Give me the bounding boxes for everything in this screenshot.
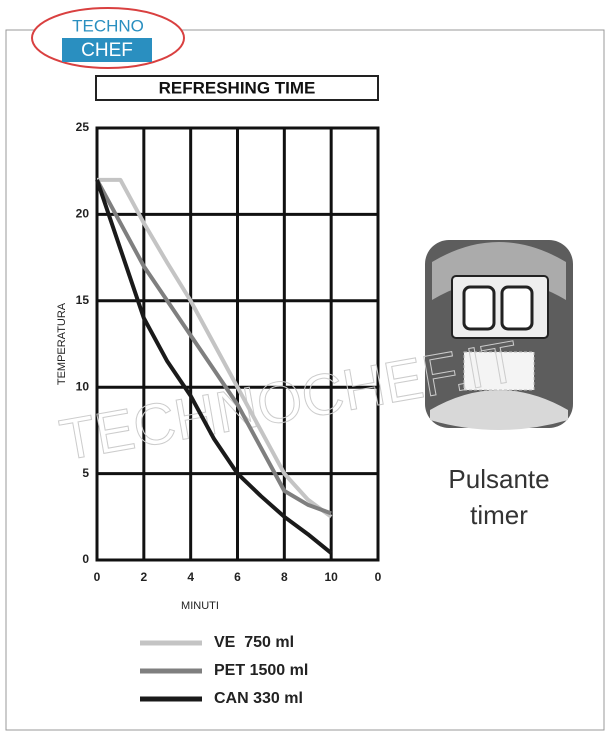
digit <box>502 287 532 329</box>
chart: TECHNO CHEF REFRESHING TIME MINUTI TEMPE… <box>0 0 609 735</box>
y-tick-label: 20 <box>76 207 90 221</box>
caption-line: Pulsante <box>448 464 549 494</box>
caption-line: timer <box>470 500 528 530</box>
legend-label: VE 750 ml <box>214 634 294 651</box>
x-tick-label: 2 <box>140 570 147 584</box>
y-tick-label: 25 <box>76 120 90 134</box>
y-tick-label: 15 <box>76 293 90 307</box>
logo-top: TECHNO <box>72 16 144 35</box>
x-tick-label: 0 <box>94 570 101 584</box>
x-tick-label: 4 <box>187 570 194 584</box>
y-tick-label: 10 <box>76 379 90 393</box>
y-axis-label: TEMPERATURA <box>56 302 68 385</box>
chart-title: REFRESHING TIME <box>159 78 316 97</box>
legend-label: CAN 330 ml <box>214 690 303 707</box>
x-axis-label: MINUTI <box>181 600 219 612</box>
y-tick-label: 5 <box>82 466 89 480</box>
x-tick-label: 0 <box>375 570 382 584</box>
digit <box>464 287 494 329</box>
x-tick-label: 6 <box>234 570 241 584</box>
x-tick-label: 10 <box>324 570 338 584</box>
legend-label: PET 1500 ml <box>214 662 308 679</box>
logo-bottom: CHEF <box>81 40 133 61</box>
x-tick-label: 8 <box>281 570 288 584</box>
page: TECHNO CHEF REFRESHING TIME MINUTI TEMPE… <box>0 0 609 735</box>
y-tick-label: 0 <box>82 552 89 566</box>
